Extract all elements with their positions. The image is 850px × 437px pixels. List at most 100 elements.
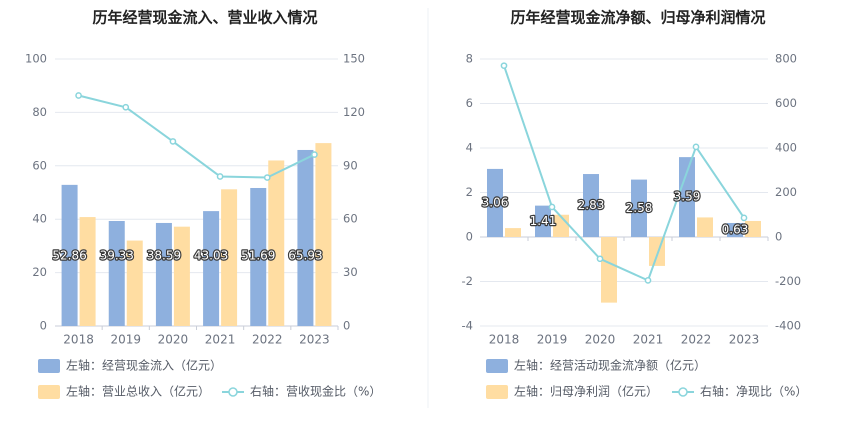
x-tick-label: 2022 [252, 333, 283, 347]
x-tick-label: 2019 [537, 333, 568, 347]
y-right-tick-label: 30 [343, 265, 358, 279]
x-tick-label: 2022 [681, 333, 712, 347]
bar [126, 240, 143, 326]
x-tick-label: 2020 [158, 333, 189, 347]
bar-data-label: 52.86 [52, 249, 86, 263]
legend-swatch [486, 385, 508, 399]
line-point [169, 138, 177, 145]
bar [297, 149, 314, 326]
bar [727, 222, 743, 237]
line-point [644, 277, 652, 284]
y-right-tick-label: 800 [775, 52, 797, 66]
bar-data-label: 51.69 [241, 249, 275, 263]
bar-data-label: 2.58 [626, 201, 653, 215]
legend-label: 右轴：净现比（%） [700, 384, 807, 399]
x-tick-label: 2018 [63, 333, 94, 347]
line-point [263, 174, 271, 181]
bar [697, 217, 713, 237]
legend-label: 左轴：营业总收入（亿元） [66, 384, 210, 399]
legend-label: 右轴：营收现金比（%） [250, 384, 381, 399]
bar-data-label: 65.93 [288, 249, 322, 263]
y-left-tick-label: 80 [32, 105, 47, 119]
y-left-tick-label: 6 [466, 96, 473, 110]
bar [221, 189, 238, 326]
line-point [311, 151, 318, 158]
y-right-tick-label: 200 [775, 185, 797, 199]
line-point [740, 214, 748, 222]
bar [487, 168, 503, 237]
x-tick-label: 2018 [489, 333, 520, 347]
legend-label: 左轴：经营活动现金流净额（亿元） [514, 358, 706, 373]
legend-line-marker [678, 387, 688, 397]
bar [268, 160, 285, 326]
y-left-tick-label: 4 [466, 141, 473, 155]
y-right-tick-label: 0 [775, 230, 782, 244]
legend-label: 左轴：归母净利润（亿元） [514, 384, 658, 399]
y-right-tick-label: -400 [775, 319, 801, 333]
chart-title: 历年经营现金流入、营业收入情况 [92, 9, 317, 27]
x-tick-label: 2019 [110, 333, 141, 347]
x-tick-label: 2021 [205, 333, 236, 347]
y-left-tick-label: 40 [32, 212, 47, 226]
line-point [216, 173, 224, 180]
line-point [75, 92, 82, 99]
bar [631, 179, 647, 237]
y-left-tick-label: 8 [466, 52, 473, 66]
legend-line-marker [228, 387, 238, 397]
bar-data-label: 38.59 [147, 249, 181, 263]
y-left-tick-label: 60 [32, 158, 47, 172]
bar [155, 222, 172, 326]
bar-data-label: 2.83 [578, 198, 605, 212]
bar [745, 220, 761, 237]
bar [535, 205, 551, 237]
y-left-tick-label: 0 [466, 230, 473, 244]
y-left-tick-label: -4 [462, 319, 473, 333]
bar [61, 184, 78, 326]
bar-data-label: 3.59 [674, 190, 701, 204]
legend-swatch [38, 385, 60, 399]
x-tick-label: 2023 [729, 333, 760, 347]
bar [203, 211, 220, 326]
y-right-tick-label: 600 [775, 96, 797, 110]
bar-data-label: 1.41 [530, 214, 557, 228]
line-point [500, 62, 508, 70]
bar [79, 217, 96, 326]
y-right-tick-label: -200 [775, 274, 801, 288]
chart-title: 历年经营现金流净额、归母净利润情况 [510, 9, 765, 27]
line-point [548, 203, 556, 211]
line-point [122, 103, 130, 111]
line-point [596, 255, 604, 263]
y-right-tick-label: 120 [343, 105, 365, 119]
y-right-tick-label: 0 [343, 319, 350, 333]
x-tick-label: 2023 [299, 333, 330, 347]
bar [505, 228, 521, 237]
y-left-tick-label: 100 [25, 52, 47, 66]
y-right-tick-label: 400 [775, 141, 797, 155]
bar-data-label: 0.63 [722, 222, 749, 236]
bar-data-label: 39.33 [100, 249, 134, 263]
legend-swatch [38, 359, 60, 373]
y-left-tick-label: 0 [40, 319, 47, 333]
y-left-tick-label: 2 [466, 185, 473, 199]
chart-panel-net-cashflow-profit: 历年经营现金流净额、归母净利润情况 -4 -2 0 2 4 6 8 -400 -200 0 200 40… [462, 9, 807, 399]
y-right-tick-label: 150 [343, 52, 365, 66]
bar [601, 237, 617, 303]
line-series [503, 65, 745, 282]
line-point [692, 143, 700, 151]
y-left-tick-label: 20 [32, 265, 47, 279]
bar-data-label: 43.03 [194, 249, 228, 263]
bar-data-label: 3.06 [482, 195, 509, 209]
line-series [78, 94, 315, 179]
x-tick-label: 2021 [633, 333, 664, 347]
bar [583, 174, 599, 237]
bar [108, 220, 125, 326]
chart-panel-cash-inflow-revenue: 历年经营现金流入、营业收入情况 0 20 40 60 80 100 0 30 60 90 120 150… [25, 9, 381, 399]
legend-label: 左轴：经营现金流入（亿元） [66, 358, 222, 373]
legend-swatch [486, 359, 508, 373]
x-tick-label: 2020 [585, 333, 616, 347]
bar [315, 143, 332, 326]
bar [173, 226, 190, 326]
y-right-tick-label: 60 [343, 212, 358, 226]
bar [250, 187, 267, 326]
